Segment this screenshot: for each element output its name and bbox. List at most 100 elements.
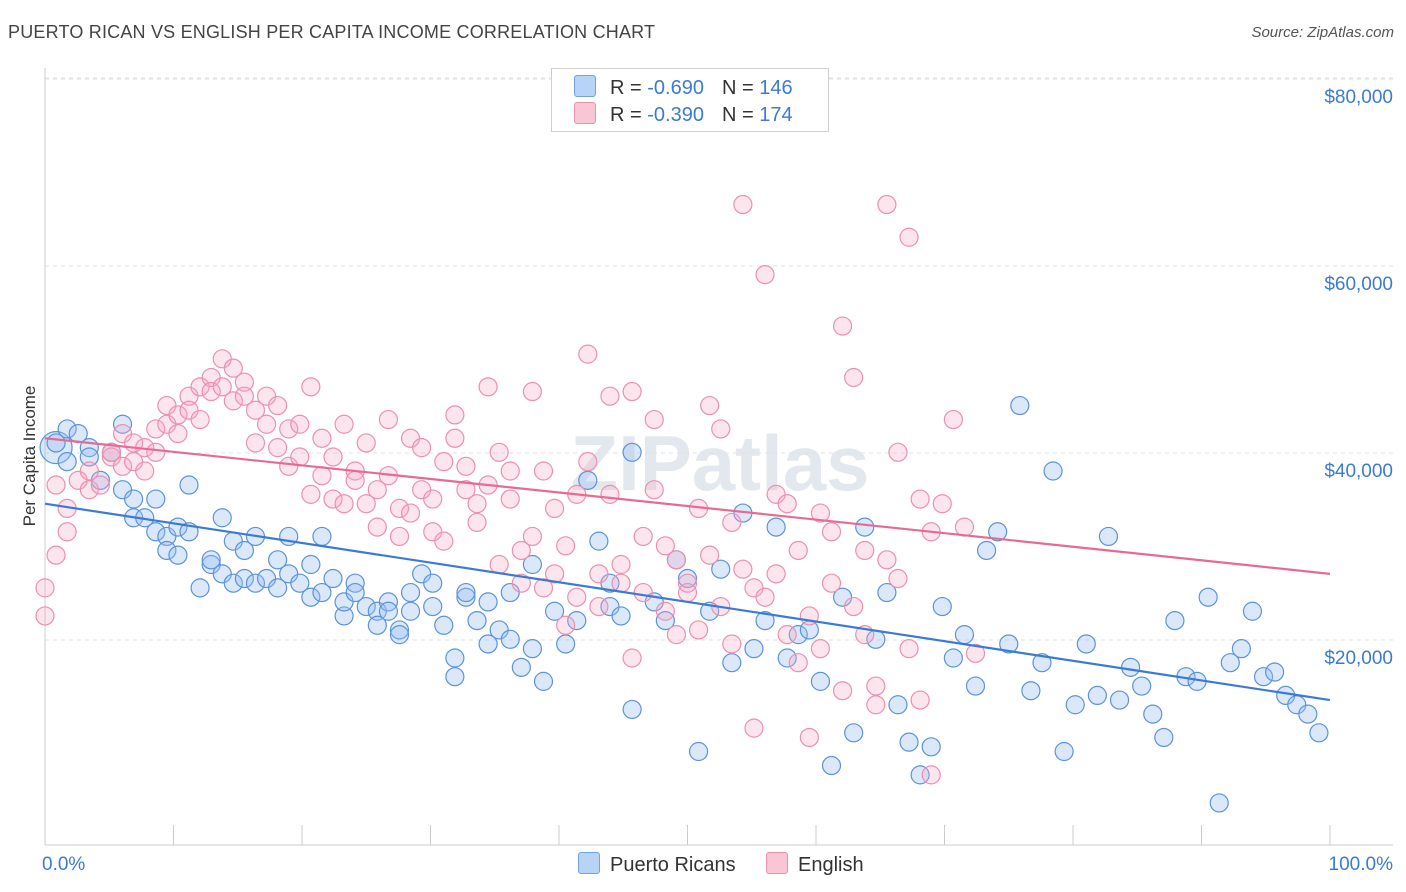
point-puerto-ricans (456, 587, 476, 607)
point-english (777, 625, 797, 645)
point-english (345, 470, 365, 490)
point-english (168, 405, 188, 425)
point-puerto-ricans (522, 639, 543, 659)
point-english (46, 545, 66, 565)
y-axis-label: Per Capita Income (20, 385, 39, 527)
legend-row-puerto-ricans: R = -0.690 N = 146 (574, 75, 793, 101)
point-puerto-ricans (423, 596, 443, 617)
trend-line-english (44, 437, 1331, 575)
point-english (478, 377, 498, 397)
point-puerto-ricans (578, 470, 598, 490)
point-english (644, 480, 664, 500)
point-puerto-ricans (1010, 395, 1030, 416)
point-english (522, 526, 543, 547)
point-puerto-ricans (688, 741, 709, 762)
point-english (954, 517, 975, 537)
point-english (334, 494, 354, 514)
trend-line-puerto-ricans (44, 502, 1331, 702)
point-puerto-ricans (777, 648, 797, 668)
point-puerto-ricans (1098, 526, 1119, 547)
point-english (79, 461, 99, 481)
point-puerto-ricans (722, 653, 742, 673)
point-puerto-ricans (290, 573, 310, 593)
point-english (921, 765, 941, 785)
point-puerto-ricans (57, 452, 77, 472)
point-english (677, 582, 698, 603)
point-english (268, 395, 288, 416)
point-puerto-ricans (445, 648, 465, 668)
point-english (877, 550, 897, 570)
point-english (578, 452, 598, 472)
point-puerto-ricans (389, 620, 410, 640)
point-english (423, 489, 443, 509)
point-puerto-ricans (1143, 704, 1163, 724)
point-puerto-ricans (1087, 685, 1107, 706)
point-english (910, 690, 930, 710)
y-tick-label: $60,000 (1324, 274, 1393, 295)
point-english (932, 494, 952, 514)
point-english (899, 639, 919, 659)
point-puerto-ricans (1154, 727, 1174, 748)
point-puerto-ricans (201, 550, 221, 570)
point-english (788, 653, 808, 673)
point-english (810, 503, 831, 523)
x-tick-label: 0.0% (42, 854, 85, 875)
point-puerto-ricans (179, 475, 199, 495)
point-english (600, 484, 620, 504)
point-english (290, 447, 310, 467)
y-tick-label: $40,000 (1324, 461, 1393, 482)
point-english (146, 419, 166, 439)
point-puerto-ricans (1054, 741, 1074, 762)
point-english (456, 480, 476, 500)
bottom-legend-pink-icon (766, 852, 788, 874)
point-english (777, 494, 797, 514)
point-english (467, 512, 487, 533)
point-english (323, 489, 343, 509)
point-english (556, 536, 576, 556)
point-puerto-ricans (467, 610, 487, 631)
point-english (965, 643, 986, 663)
point-english (600, 386, 620, 406)
point-english (556, 615, 576, 635)
point-puerto-ricans (334, 606, 354, 626)
point-english (190, 409, 210, 430)
point-english (755, 265, 775, 285)
point-puerto-ricans (146, 522, 166, 542)
point-english (168, 424, 188, 444)
point-english (35, 578, 55, 598)
point-puerto-ricans (622, 699, 642, 720)
point-puerto-ricans (1209, 793, 1229, 813)
point-english (378, 409, 399, 430)
point-english (866, 676, 886, 696)
point-english (445, 428, 465, 448)
point-puerto-ricans (522, 554, 543, 575)
point-english (268, 438, 288, 458)
point-puerto-ricans (999, 634, 1019, 654)
point-puerto-ricans (367, 615, 387, 635)
point-english (456, 456, 476, 476)
point-english (112, 456, 133, 476)
point-english (633, 582, 653, 603)
point-puerto-ricans (234, 540, 254, 561)
point-english (821, 522, 842, 542)
point-puerto-ricans (1021, 681, 1041, 701)
point-puerto-ricans (810, 671, 831, 691)
point-english (910, 489, 930, 509)
point-english (279, 419, 299, 439)
stats-legend: R = -0.690 N = 146 R = -0.390 N = 174 (551, 68, 829, 132)
point-english (511, 573, 531, 593)
point-puerto-ricans (389, 625, 410, 645)
point-english (711, 419, 731, 439)
point-puerto-ricans (1309, 723, 1329, 743)
point-puerto-ricans (533, 671, 554, 691)
point-puerto-ricans (910, 765, 930, 785)
point-puerto-ricans (1198, 587, 1218, 607)
point-english (46, 475, 66, 495)
point-puerto-ricans (268, 550, 288, 570)
point-english (290, 414, 310, 434)
point-english (666, 625, 687, 645)
bottom-legend-english: English (766, 852, 864, 877)
legend-row-english: R = -0.390 N = 174 (574, 102, 793, 128)
point-puerto-ricans (677, 568, 698, 589)
